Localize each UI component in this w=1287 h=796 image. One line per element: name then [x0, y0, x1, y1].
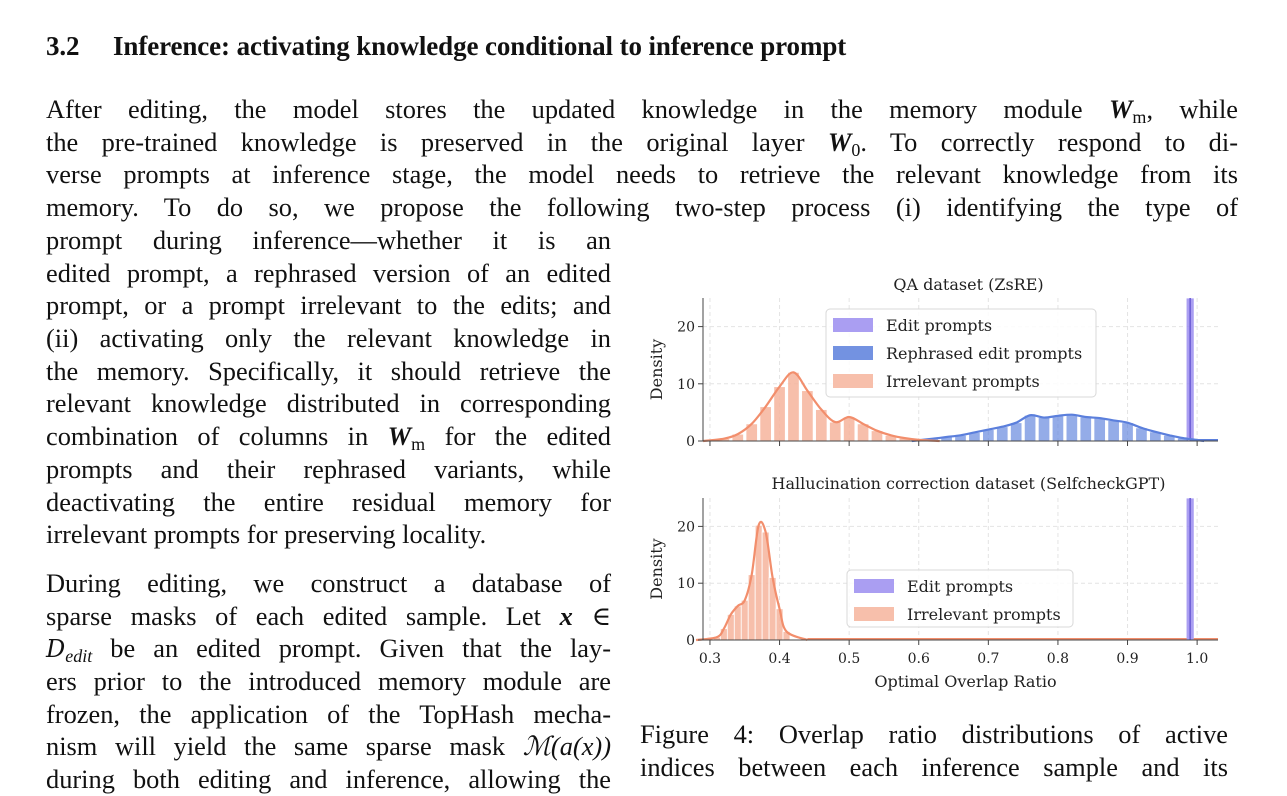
paragraph-1: After editing, the model stores the upda… — [46, 93, 1238, 224]
paragraph-2-line-5: the memory. Specifically, it should retr… — [46, 355, 611, 386]
x-tick-label: 0.4 — [768, 651, 790, 667]
y-tick-label: 10 — [677, 576, 695, 592]
histogram-bar — [842, 416, 856, 442]
paragraph-3-line-3: Dedit be an edited prompt. Given that th… — [46, 633, 611, 667]
histogram-bar — [787, 371, 800, 442]
paragraph-2-line-1: prompt during inference—whether it is an — [46, 225, 611, 255]
memory-module-symbol: W — [1108, 94, 1133, 124]
histogram-bar — [1065, 414, 1079, 442]
histogram-bar — [1093, 417, 1106, 442]
legend-label: Irrelevant prompts — [886, 372, 1040, 391]
paragraph-1-line-4: memory. To do so, we propose the followi… — [46, 192, 1238, 223]
histogram-bar — [1121, 422, 1134, 442]
paragraph-3-line-1: During editing, we construct a database … — [46, 568, 611, 598]
paragraph-3-line-4: ers prior to the introduced memory modul… — [46, 666, 611, 697]
original-layer-symbol: W — [827, 126, 852, 157]
histogram-bar — [829, 421, 842, 442]
histogram-bar — [1023, 414, 1037, 442]
paragraph-2-line-9: deactivating the entire residual memory … — [46, 486, 611, 517]
histogram-bar — [1010, 422, 1023, 442]
x-tick-label: 0.5 — [838, 651, 860, 667]
section-heading: 3.2 Inference: activating knowledge condi… — [46, 31, 846, 62]
legend-label: Rephrased edit prompts — [886, 344, 1082, 363]
histogram-bar — [733, 605, 742, 641]
legend-swatch — [854, 607, 894, 621]
paragraph-2-line-3: prompt, or a prompt irrelevant to the ed… — [46, 290, 611, 321]
histogram-bar — [1037, 417, 1051, 442]
figure-caption: Figure 4: Overlap ratio distributions of… — [640, 718, 1228, 783]
legend-label: Edit prompts — [907, 577, 1013, 596]
paragraph-3: During editing, we construct a database … — [46, 567, 611, 796]
histogram-bar — [1107, 420, 1120, 442]
histogram-bar — [801, 390, 814, 442]
caption-line-2: indices between each inference sample an… — [640, 751, 1228, 782]
paragraph-3-line-7: during both editing and inference, allow… — [46, 764, 611, 795]
paragraph-1-line-3: verse prompts at inference stage, the mo… — [46, 159, 1238, 190]
paragraph-2-line-4: (ii) activating only the relevant knowle… — [46, 323, 611, 354]
y-axis-label: Density — [647, 339, 666, 400]
chart-title: QA dataset (ZsRE) — [893, 275, 1043, 294]
caption-line-1: Figure 4: Overlap ratio distributions of… — [640, 719, 1228, 749]
legend-label: Edit prompts — [886, 316, 992, 335]
x-tick-label: 0.7 — [977, 651, 999, 667]
paragraph-3-line-5: frozen, the application of the TopHash m… — [46, 698, 611, 729]
y-tick-label: 20 — [677, 519, 695, 535]
paragraph-1-line-2: the pre-trained knowledge is preserved i… — [46, 126, 1238, 160]
y-tick-label: 0 — [686, 633, 695, 649]
legend-swatch — [833, 318, 873, 332]
x-tick-label: 0.6 — [908, 651, 930, 667]
section-title: Inference: activating knowledge conditio… — [113, 31, 847, 61]
x-axis-label: Optimal Overlap Ratio — [874, 672, 1056, 691]
histogram-bar — [773, 386, 786, 442]
paragraph-2-line-6: relevant knowledge distributed in corres… — [46, 388, 611, 419]
y-tick-label: 10 — [677, 377, 695, 393]
legend-box — [825, 308, 1097, 398]
paragraph-2: prompt during inference—whether it is an… — [46, 224, 611, 551]
density-curve — [695, 520, 808, 642]
x-tick-label: 0.8 — [1047, 651, 1069, 667]
paragraph-3-line-6: nism will yield the same sparse mask ℳ(a… — [46, 731, 611, 762]
y-tick-label: 0 — [686, 434, 695, 450]
paragraph-2-line-8: prompts and their rephrased variants, wh… — [46, 453, 611, 484]
chart-title: Hallucination correction dataset (Selfch… — [772, 474, 1166, 493]
figure-4: 0 10 20 QA dataset (ZsRE) Density Edit prompt… — [640, 265, 1240, 695]
histogram-bar — [1051, 415, 1065, 442]
legend-swatch — [833, 346, 873, 360]
legend-swatch — [833, 374, 873, 388]
histogram-bar — [996, 426, 1009, 442]
density-curve — [702, 371, 940, 443]
y-axis-label: Density — [647, 538, 666, 599]
legend-label: Irrelevant prompts — [907, 605, 1061, 624]
x-tick-label: 1.0 — [1186, 651, 1208, 667]
histogram-bar — [1079, 416, 1092, 442]
paragraph-3-line-2: sparse masks of each edited sample. Let … — [46, 600, 611, 631]
legend-box — [846, 569, 1074, 628]
paragraph-2-line-10: irrelevant prompts for preserving locali… — [46, 519, 487, 550]
density-curve — [911, 413, 1205, 443]
histogram-bar — [740, 599, 749, 641]
overlap-ratio-chart: 0 10 20 QA dataset (ZsRE) Density Edit prompt… — [647, 275, 1218, 691]
x-tick-label: 0.3 — [699, 651, 721, 667]
legend-swatch — [854, 579, 894, 593]
section-number: 3.2 — [46, 31, 80, 61]
paragraph-1-line-1: After editing, the model stores the upda… — [46, 94, 1239, 127]
paragraph-2-line-7: combination of columns in Wm for the edi… — [46, 421, 611, 455]
x-tick-label: 0.9 — [1116, 651, 1138, 667]
y-tick-label: 20 — [677, 320, 695, 336]
paragraph-2-line-2: edited prompt, a rephrased version of an… — [46, 257, 611, 288]
